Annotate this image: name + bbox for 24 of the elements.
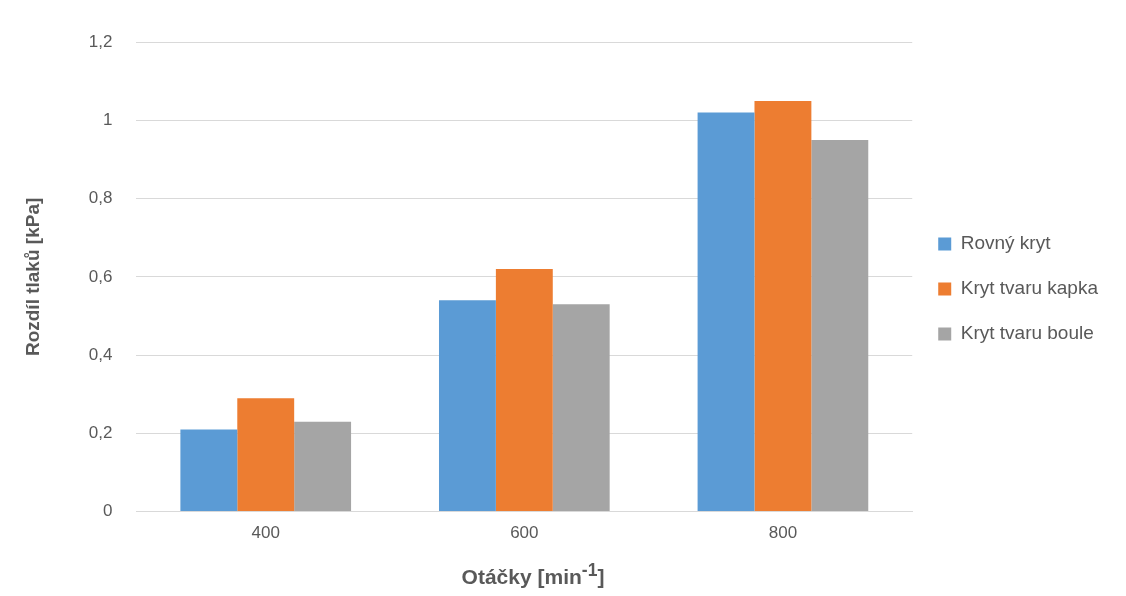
y-axis-title: Rozdíl tlaků [kPa] <box>21 197 43 357</box>
bar <box>495 269 553 512</box>
bar <box>438 300 496 512</box>
legend-label: Rovný kryt <box>960 232 1052 254</box>
legend-label: Kryt tvaru boule <box>960 322 1094 344</box>
bar <box>811 139 869 512</box>
y-tick-label: 1 <box>102 110 113 130</box>
y-tick-label: 0,4 <box>88 344 113 364</box>
bar <box>754 100 812 512</box>
y-tick-label: 0,6 <box>88 266 113 286</box>
bar <box>180 429 238 512</box>
x-tick-label: 600 <box>510 523 539 543</box>
x-tick-label: 400 <box>251 523 280 543</box>
y-tick-label: 0 <box>102 501 113 521</box>
bar <box>697 112 755 512</box>
x-axis-title: Otáčky [min$^{-1}$] <box>460 560 606 589</box>
y-tick-label: 0,8 <box>88 188 113 208</box>
legend-label: Kryt tvaru kapka <box>960 277 1099 299</box>
y-tick-label: 0,2 <box>88 423 113 443</box>
bar <box>237 398 295 512</box>
x-tick-label: 800 <box>768 523 798 543</box>
bar <box>552 304 610 512</box>
bar <box>294 421 352 512</box>
y-tick-label: 1,2 <box>88 31 113 51</box>
